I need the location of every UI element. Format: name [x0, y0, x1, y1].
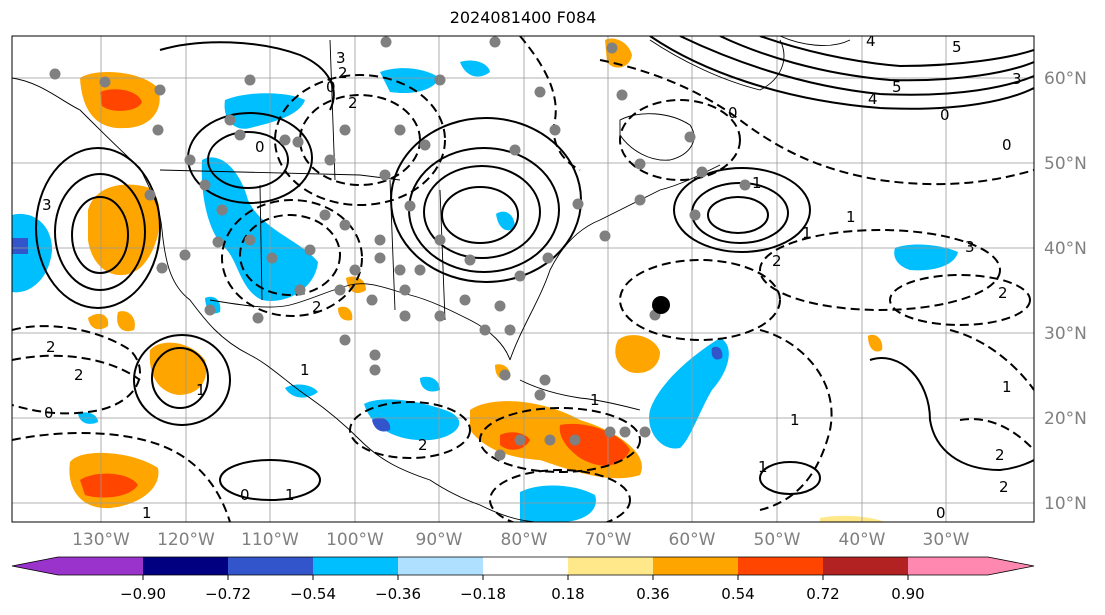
observation-dots [49, 36, 751, 461]
contour-label: 0 [326, 78, 336, 96]
colorbar-ticks: −0.90 −0.72 −0.54 −0.36 −0.18 0.18 0.36 … [120, 575, 925, 603]
contour-label: 1 [590, 391, 600, 409]
cool-anomaly-fields [12, 60, 958, 522]
lon-label: 110°W [241, 530, 299, 550]
lon-label: 100°W [326, 530, 384, 550]
colorbar-tick-label: 0.72 [806, 585, 839, 603]
lon-label: 40°W [839, 530, 886, 550]
colorbar-tick-label: 0.18 [551, 585, 584, 603]
colorbar-segment [143, 557, 228, 575]
colorbar-segment [58, 557, 143, 575]
dashed-contours [12, 36, 1034, 522]
contour-label: 1 [300, 361, 310, 379]
contour-label: 5 [952, 38, 962, 56]
colorbar: −0.90 −0.72 −0.54 −0.36 −0.18 0.18 0.36 … [11, 556, 1035, 603]
colorbar-segment [908, 557, 988, 575]
lat-label: 30°N [1044, 324, 1087, 344]
colorbar-tick-label: −0.72 [205, 585, 251, 603]
lon-label: 130°W [72, 530, 130, 550]
colorbar-segment [228, 557, 313, 575]
contour-label: 2 [995, 446, 1005, 464]
contour-label: 3 [1012, 70, 1022, 88]
warm-anomaly-fields [69, 38, 885, 522]
map-frame [11, 35, 1035, 523]
lat-label: 40°N [1044, 239, 1087, 259]
contour-label: 0 [728, 104, 738, 122]
colorbar-segment [653, 557, 738, 575]
colorbar-extend-low [12, 557, 58, 575]
lon-label: 80°W [501, 530, 548, 550]
lon-label: 120°W [157, 530, 215, 550]
contour-label: 2 [999, 478, 1009, 496]
colorbar-tick-label: −0.36 [375, 585, 421, 603]
colorbar-extend-high [988, 557, 1034, 575]
colorbar-segment [823, 557, 908, 575]
contour-label: 0 [240, 486, 250, 504]
contour-label: 1 [846, 208, 856, 226]
contour-label: 4 [868, 90, 878, 108]
contour-label: 1 [1002, 378, 1012, 396]
lon-label: 60°W [669, 530, 716, 550]
colorbar-tick-label: 0.36 [636, 585, 669, 603]
contour-labels: 3 0 2 2 0 0 0 3 4 5 4 5 3 2 0 0 1 1 1 1 … [42, 32, 1022, 522]
contour-label: 3 [42, 196, 52, 214]
contour-label: 0 [940, 106, 950, 124]
lon-label: 90°W [416, 530, 463, 550]
contour-label: 3 [336, 49, 346, 67]
contour-label: 1 [142, 504, 152, 522]
contour-label: 4 [866, 32, 876, 50]
colorbar-tick-label: −0.18 [460, 585, 506, 603]
lon-label: 70°W [585, 530, 632, 550]
contour-label: 1 [285, 486, 295, 504]
colorbar-segment [398, 557, 483, 575]
contour-label: 2 [74, 366, 84, 384]
contour-label: 1 [196, 381, 206, 399]
contour-label: 1 [758, 458, 768, 476]
chart-title: 2024081400 F084 [449, 8, 597, 27]
colorbar-segment [738, 557, 823, 575]
contour-label: 2 [338, 64, 348, 82]
contour-label: 2 [772, 252, 782, 270]
latitude-labels: 60°N 50°N 40°N 30°N 20°N 10°N [1044, 69, 1087, 514]
lon-label: 30°W [923, 530, 970, 550]
colorbar-tick-label: 0.54 [721, 585, 754, 603]
contour-label: 1 [790, 411, 800, 429]
lat-label: 50°N [1044, 154, 1087, 174]
contour-label: 2 [418, 436, 428, 454]
pressure-center-marker [652, 296, 670, 314]
lat-label: 20°N [1044, 409, 1087, 429]
contour-label: 3 [965, 238, 975, 256]
colorbar-segment [568, 557, 653, 575]
contour-label: 0 [255, 138, 265, 156]
colorbar-segment [313, 557, 398, 575]
contour-label: 1 [752, 174, 762, 192]
contour-label: 5 [892, 78, 902, 96]
contour-label: 2 [312, 298, 322, 316]
contour-label: 1 [802, 224, 812, 242]
longitude-labels: 130°W 120°W 110°W 100°W 90°W 80°W 70°W 6… [72, 530, 970, 550]
lat-label: 10°N [1044, 494, 1087, 514]
colorbar-tick-label: 0.90 [891, 585, 924, 603]
contour-label: 0 [44, 404, 54, 422]
contour-label: 2 [348, 94, 358, 112]
colorbar-tick-label: −0.90 [120, 585, 166, 603]
lon-label: 50°W [754, 530, 801, 550]
contour-label: 0 [1002, 136, 1012, 154]
contour-label: 0 [936, 504, 946, 522]
contour-label: 2 [998, 284, 1008, 302]
colorbar-tick-label: −0.54 [290, 585, 336, 603]
lat-label: 60°N [1044, 69, 1087, 89]
colorbar-segment [483, 557, 568, 575]
contour-label: 2 [46, 338, 56, 356]
